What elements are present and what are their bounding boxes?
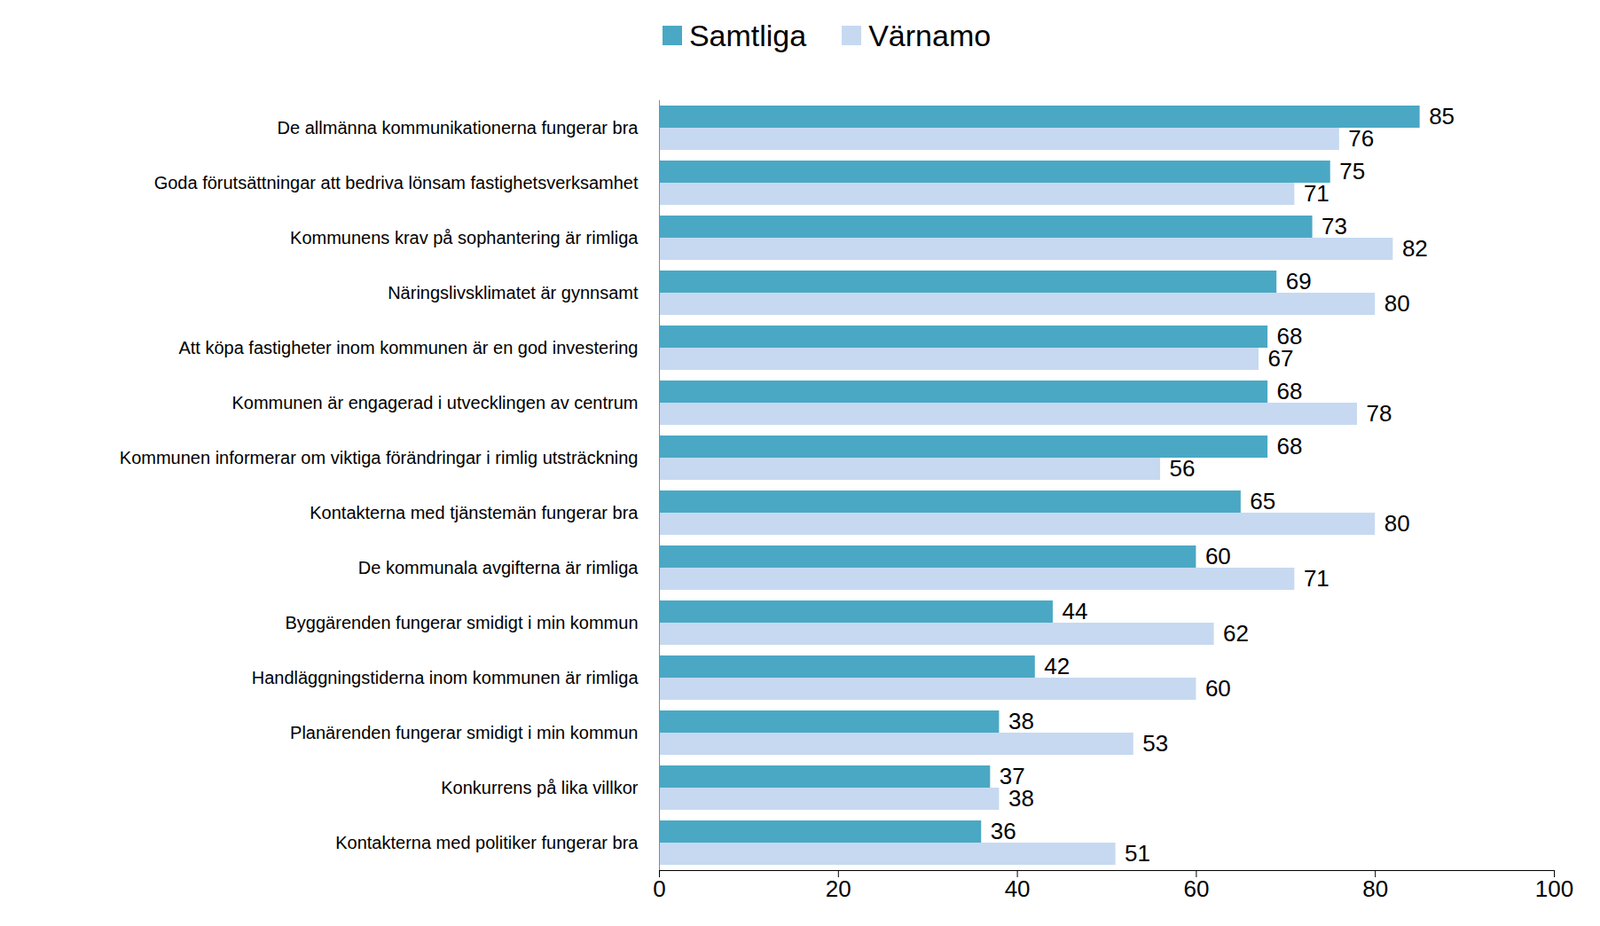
svg-text:62: 62 bbox=[1223, 619, 1249, 647]
svg-text:Handläggningstiderna inom komm: Handläggningstiderna inom kommunen är ri… bbox=[251, 667, 640, 688]
svg-text:82: 82 bbox=[1402, 235, 1428, 262]
svg-text:69: 69 bbox=[1286, 267, 1312, 295]
svg-text:Konkurrens på lika villkor: Konkurrens på lika villkor bbox=[440, 777, 639, 798]
svg-text:100: 100 bbox=[1535, 875, 1574, 902]
svg-text:20: 20 bbox=[825, 875, 852, 902]
svg-text:65: 65 bbox=[1249, 487, 1276, 515]
svg-text:37: 37 bbox=[999, 763, 1026, 790]
svg-text:53: 53 bbox=[1142, 729, 1169, 757]
svg-text:60: 60 bbox=[1205, 542, 1232, 570]
svg-text:38: 38 bbox=[1008, 707, 1035, 735]
svg-text:51: 51 bbox=[1124, 839, 1151, 867]
svg-text:36: 36 bbox=[990, 817, 1017, 845]
svg-text:Kommunen är engagerad i utveck: Kommunen är engagerad i utvecklingen av … bbox=[231, 392, 638, 413]
svg-text:56: 56 bbox=[1169, 454, 1196, 482]
svg-text:68: 68 bbox=[1277, 432, 1303, 460]
svg-text:71: 71 bbox=[1303, 564, 1330, 592]
svg-text:De allmänna kommunikationerna: De allmänna kommunikationerna fungerar b… bbox=[277, 117, 640, 138]
svg-text:78: 78 bbox=[1366, 400, 1393, 427]
svg-text:Näringslivsklimatet är gynnsam: Näringslivsklimatet är gynnsamt bbox=[387, 282, 639, 303]
svg-text:73: 73 bbox=[1321, 212, 1348, 240]
svg-text:De kommunala avgifterna är rim: De kommunala avgifterna är rimliga bbox=[358, 557, 640, 578]
svg-text:80: 80 bbox=[1384, 509, 1411, 537]
svg-text:Kontakterna med politiker fung: Kontakterna med politiker fungerar bra bbox=[335, 832, 639, 853]
html-text:Värnamo: Värnamo bbox=[868, 18, 991, 52]
svg-text:75: 75 bbox=[1339, 157, 1365, 185]
svg-text:Att köpa fastigheter inom komm: Att köpa fastigheter inom kommunen är en… bbox=[178, 337, 638, 358]
svg-text:Kommunens krav på sophantering: Kommunens krav på sophantering är rimlig… bbox=[290, 227, 639, 248]
svg-text:38: 38 bbox=[1008, 784, 1035, 812]
svg-text:40: 40 bbox=[1004, 875, 1031, 902]
svg-text:76: 76 bbox=[1348, 125, 1374, 152]
svg-text:0: 0 bbox=[652, 875, 666, 902]
svg-text:71: 71 bbox=[1303, 180, 1330, 207]
svg-text:Kontakterna med tjänstemän fun: Kontakterna med tjänstemän fungerar bra bbox=[309, 502, 639, 523]
svg-text:68: 68 bbox=[1277, 377, 1303, 405]
svg-text:80: 80 bbox=[1362, 875, 1389, 902]
svg-text:Byggärenden fungerar smidigt i: Byggärenden fungerar smidigt i min kommu… bbox=[285, 612, 639, 633]
svg-text:80: 80 bbox=[1384, 290, 1411, 317]
svg-text:67: 67 bbox=[1268, 345, 1295, 372]
svg-text:85: 85 bbox=[1428, 102, 1455, 130]
svg-text:42: 42 bbox=[1043, 652, 1070, 680]
svg-text:Goda förutsättningar att bedri: Goda förutsättningar att bedriva lönsam … bbox=[154, 172, 639, 193]
html-text:Samtliga: Samtliga bbox=[689, 18, 807, 52]
svg-text:60: 60 bbox=[1183, 875, 1209, 902]
svg-text:44: 44 bbox=[1061, 597, 1088, 625]
svg-text:Planärenden fungerar smidigt i: Planärenden fungerar smidigt i min kommu… bbox=[290, 722, 638, 743]
svg-text:Kommunen informerar om viktiga: Kommunen informerar om viktiga förändrin… bbox=[119, 447, 639, 468]
svg-text:68: 68 bbox=[1276, 323, 1303, 350]
svg-text:60: 60 bbox=[1205, 674, 1232, 702]
